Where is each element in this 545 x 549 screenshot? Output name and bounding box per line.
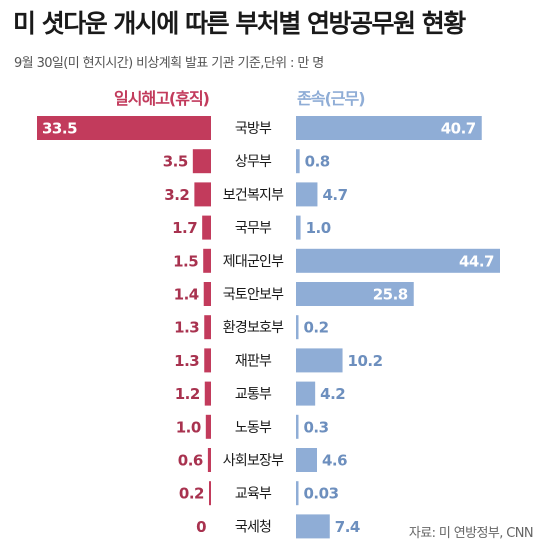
bar-left [203,282,211,306]
data-label-left: 1.3 [174,319,199,337]
category-label: 보건복지부 [223,187,284,203]
chart-row: 1.3 환경보호부 0.2 [174,315,329,340]
bar-left [204,381,211,406]
bar-left [204,315,211,340]
bar-left [203,248,211,273]
source-note: 자료: 미 연방정부, CNN [408,526,534,541]
category-label: 상무부 [235,154,272,170]
data-label-left: 3.2 [164,186,189,204]
data-label-right: 7.4 [335,518,360,536]
bar-left [204,348,211,373]
chart-row: 0.6 사회보장부 4.6 [178,448,348,472]
bar-right [296,315,299,340]
legend-left-series: 일시해고(휴직) [114,89,209,108]
data-label-right: 25.8 [373,286,408,304]
category-label: 제대군인부 [223,254,284,270]
bar-left [205,414,211,439]
category-label: 국무부 [235,221,272,237]
bar-left [192,149,211,174]
data-label-right: 0.8 [305,153,330,171]
data-label-left: 1.3 [174,352,199,370]
data-label-left: 1.0 [176,418,201,436]
category-label: 환경보호부 [223,320,284,336]
data-label-right: 4.6 [322,452,347,470]
bar-left [37,116,211,140]
category-label: 국방부 [235,121,272,137]
chart-row: 1.4 국토안보부 25.8 [174,282,414,306]
bar-left [209,481,211,506]
chart-row: 1.7 국무부 1.0 [172,215,331,240]
bar-right [296,414,299,439]
chart-row: 33.5 국방부 40.7 [37,116,482,140]
bar-left [194,182,211,207]
legend-right-series: 존속(근무) [297,89,365,108]
data-label-right: 40.7 [441,120,476,138]
data-label-left: 1.2 [175,385,200,403]
bar-right [296,215,301,240]
bar-right [296,182,318,207]
category-label: 재판부 [235,353,272,369]
data-label-right: 10.2 [348,352,383,370]
bar-right [296,481,299,506]
chart-row: 0.2 교육부 0.03 [179,481,339,506]
chart-row: 0 국세청 7.4 [196,514,360,539]
category-label: 노동부 [235,420,272,436]
data-label-left: 0 [196,518,206,536]
data-label-left: 1.4 [174,286,199,304]
data-label-left: 0.2 [179,485,204,503]
bar-right [296,381,316,406]
data-label-right: 4.7 [322,186,347,204]
chart-row: 3.5 상무부 0.8 [163,149,330,174]
bar-right [296,348,343,373]
chart-row: 3.2 보건복지부 4.7 [164,182,348,207]
data-label-left: 0.6 [178,452,203,470]
category-label: 국세청 [235,519,271,535]
data-label-right: 1.0 [306,219,331,237]
bar-right [296,149,300,174]
bar-right [296,282,414,306]
bar-right [296,116,482,140]
data-label-left: 1.7 [172,219,197,237]
data-label-left: 33.5 [42,120,77,138]
data-label-left: 3.5 [163,153,188,171]
bar-right [296,248,500,273]
data-label-right: 4.2 [320,385,345,403]
category-label: 국토안보부 [223,287,284,303]
data-label-right: 44.7 [459,252,494,270]
category-label: 교육부 [235,486,272,502]
bar-right [296,514,330,539]
data-label-right: 0.03 [304,485,339,503]
category-label: 교통부 [235,387,272,403]
chart-row: 1.3 재판부 10.2 [174,348,383,373]
chart-row: 1.5 제대군인부 44.7 [173,248,500,273]
bar-right [296,448,317,472]
category-label: 사회보장부 [223,453,284,469]
data-label-right: 0.2 [304,319,329,337]
chart-title: 미 셧다운 개시에 따른 부처별 연방공무원 현황 [13,9,466,38]
data-label-left: 1.5 [173,252,198,270]
chart-subtitle: 9월 30일(미 현지시간) 비상계획 발표 기관 기준,단위 : 만 명 [14,56,324,71]
chart-row: 1.0 노동부 0.3 [176,414,329,439]
data-label-right: 0.3 [304,418,329,436]
bar-left [202,215,211,240]
bar-left [207,448,211,472]
chart-row: 1.2 교통부 4.2 [175,381,346,406]
